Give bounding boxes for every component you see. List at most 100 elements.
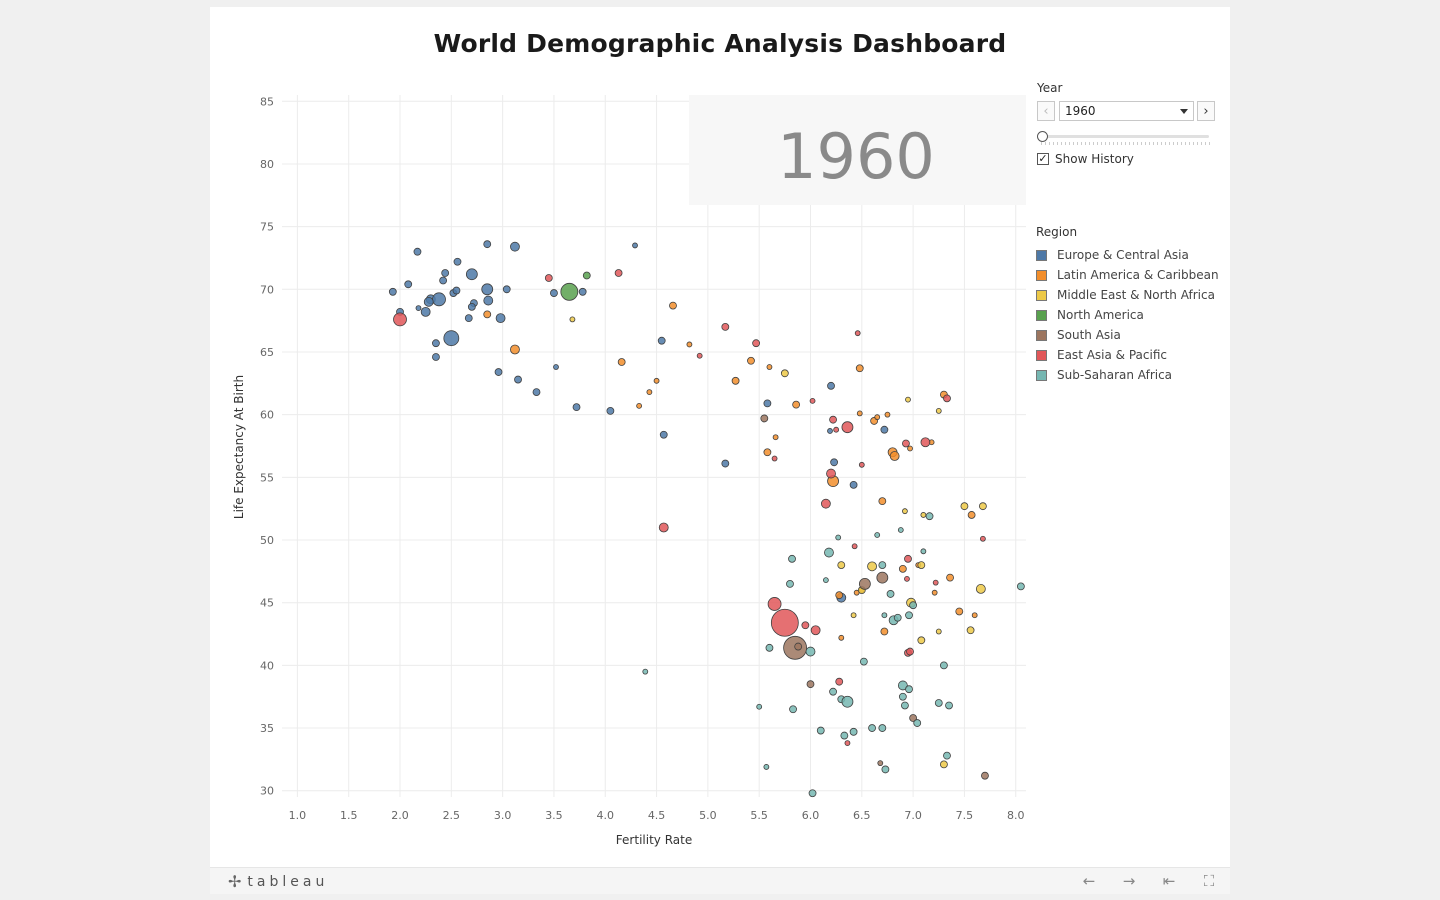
data-point[interactable] bbox=[827, 428, 833, 434]
data-point[interactable] bbox=[420, 306, 431, 317]
data-point[interactable] bbox=[415, 305, 422, 312]
data-point[interactable] bbox=[868, 724, 876, 732]
data-point[interactable] bbox=[905, 396, 911, 403]
next-year-button[interactable]: › bbox=[1197, 101, 1215, 121]
data-point[interactable] bbox=[935, 407, 942, 414]
data-point[interactable] bbox=[833, 426, 840, 433]
data-point[interactable] bbox=[582, 271, 591, 280]
data-point[interactable] bbox=[494, 368, 503, 376]
data-point[interactable] bbox=[696, 352, 703, 359]
data-point[interactable] bbox=[658, 522, 669, 533]
data-point[interactable] bbox=[721, 459, 730, 468]
data-point[interactable] bbox=[898, 692, 907, 701]
data-point[interactable] bbox=[502, 285, 511, 294]
fullscreen-icon[interactable]: ⛶ bbox=[1203, 872, 1215, 890]
data-point[interactable] bbox=[816, 726, 825, 735]
data-point[interactable] bbox=[917, 561, 926, 569]
data-point[interactable] bbox=[975, 584, 986, 594]
data-point[interactable] bbox=[569, 316, 576, 323]
data-point[interactable] bbox=[905, 685, 913, 694]
data-point[interactable] bbox=[837, 561, 846, 569]
legend-item[interactable]: Latin America & Caribbean bbox=[1036, 265, 1226, 285]
data-point[interactable] bbox=[532, 388, 541, 396]
data-point[interactable] bbox=[763, 399, 772, 408]
data-point[interactable] bbox=[642, 668, 649, 675]
data-point[interactable] bbox=[495, 313, 506, 324]
data-point[interactable] bbox=[906, 647, 914, 656]
legend-item[interactable]: Middle East & North Africa bbox=[1036, 285, 1226, 305]
data-point[interactable] bbox=[960, 502, 969, 511]
data-point[interactable] bbox=[452, 286, 461, 295]
data-point[interactable] bbox=[931, 589, 938, 596]
data-point[interactable] bbox=[841, 695, 854, 708]
data-point[interactable] bbox=[550, 289, 558, 297]
redo-icon[interactable]: → bbox=[1122, 872, 1136, 890]
data-point[interactable] bbox=[659, 430, 668, 439]
legend-item[interactable]: South Asia bbox=[1036, 325, 1226, 345]
legend-item[interactable]: Europe & Central Asia bbox=[1036, 245, 1226, 265]
data-point[interactable] bbox=[835, 534, 842, 541]
data-point[interactable] bbox=[653, 377, 660, 384]
data-point[interactable] bbox=[686, 341, 693, 348]
data-point[interactable] bbox=[829, 415, 837, 424]
data-point[interactable] bbox=[413, 247, 422, 256]
data-point[interactable] bbox=[878, 724, 887, 732]
data-point[interactable] bbox=[849, 480, 858, 489]
data-point[interactable] bbox=[901, 701, 909, 710]
year-slider[interactable] bbox=[1037, 131, 1211, 145]
year-dropdown[interactable]: 1960 bbox=[1059, 101, 1194, 121]
data-point[interactable] bbox=[850, 612, 857, 619]
data-point[interactable] bbox=[902, 439, 910, 448]
data-point[interactable] bbox=[946, 573, 954, 582]
data-point[interactable] bbox=[854, 330, 861, 337]
data-point[interactable] bbox=[898, 564, 907, 573]
legend-item[interactable]: North America bbox=[1036, 305, 1226, 325]
data-point[interactable] bbox=[606, 406, 615, 415]
data-point[interactable] bbox=[971, 612, 978, 619]
data-point[interactable] bbox=[867, 561, 877, 572]
data-point[interactable] bbox=[856, 410, 863, 417]
data-point[interactable] bbox=[792, 400, 801, 409]
data-point[interactable] bbox=[902, 508, 908, 515]
revert-icon[interactable]: ⇤ bbox=[1162, 872, 1176, 890]
data-point[interactable] bbox=[876, 571, 889, 584]
data-point[interactable] bbox=[443, 330, 460, 347]
data-point[interactable] bbox=[835, 591, 844, 600]
data-point[interactable] bbox=[855, 364, 864, 373]
data-point[interactable] bbox=[805, 646, 816, 657]
data-point[interactable] bbox=[636, 402, 643, 409]
undo-icon[interactable]: ← bbox=[1082, 872, 1096, 890]
data-point[interactable] bbox=[966, 626, 975, 635]
data-point[interactable] bbox=[840, 731, 849, 740]
data-point[interactable] bbox=[889, 451, 900, 461]
data-point[interactable] bbox=[752, 339, 761, 348]
data-point[interactable] bbox=[884, 411, 891, 418]
scatter-chart[interactable]: 1960 1.0 1.5 2.0 2.5 3.0 3.5 4.0 4.5 5.0 5.5 6.0 6.… bbox=[210, 7, 1230, 867]
data-point[interactable] bbox=[940, 760, 948, 769]
prev-year-button[interactable]: ‹ bbox=[1037, 101, 1055, 121]
data-point[interactable] bbox=[767, 597, 782, 611]
data-point[interactable] bbox=[770, 608, 799, 637]
data-point[interactable] bbox=[789, 705, 797, 714]
data-point[interactable] bbox=[826, 468, 836, 479]
data-point[interactable] bbox=[934, 699, 943, 707]
data-point[interactable] bbox=[771, 455, 778, 462]
data-point[interactable] bbox=[943, 394, 951, 403]
data-point[interactable] bbox=[881, 612, 888, 619]
data-point[interactable] bbox=[747, 356, 755, 365]
data-point[interactable] bbox=[809, 397, 816, 404]
show-history-checkbox[interactable]: ✓ bbox=[1037, 152, 1049, 165]
data-point[interactable] bbox=[849, 727, 858, 736]
data-point[interactable] bbox=[464, 314, 473, 323]
data-point[interactable] bbox=[945, 701, 953, 710]
data-point[interactable] bbox=[917, 636, 926, 645]
data-point[interactable] bbox=[874, 414, 881, 421]
data-point[interactable] bbox=[851, 543, 858, 550]
legend-item[interactable]: Sub-Saharan Africa bbox=[1036, 365, 1226, 385]
data-point[interactable] bbox=[404, 280, 413, 289]
data-point[interactable] bbox=[721, 323, 730, 331]
tableau-logo[interactable]: ✢ tableau bbox=[228, 872, 328, 891]
data-point[interactable] bbox=[838, 634, 845, 641]
data-point[interactable] bbox=[765, 643, 774, 652]
data-point[interactable] bbox=[844, 740, 851, 746]
